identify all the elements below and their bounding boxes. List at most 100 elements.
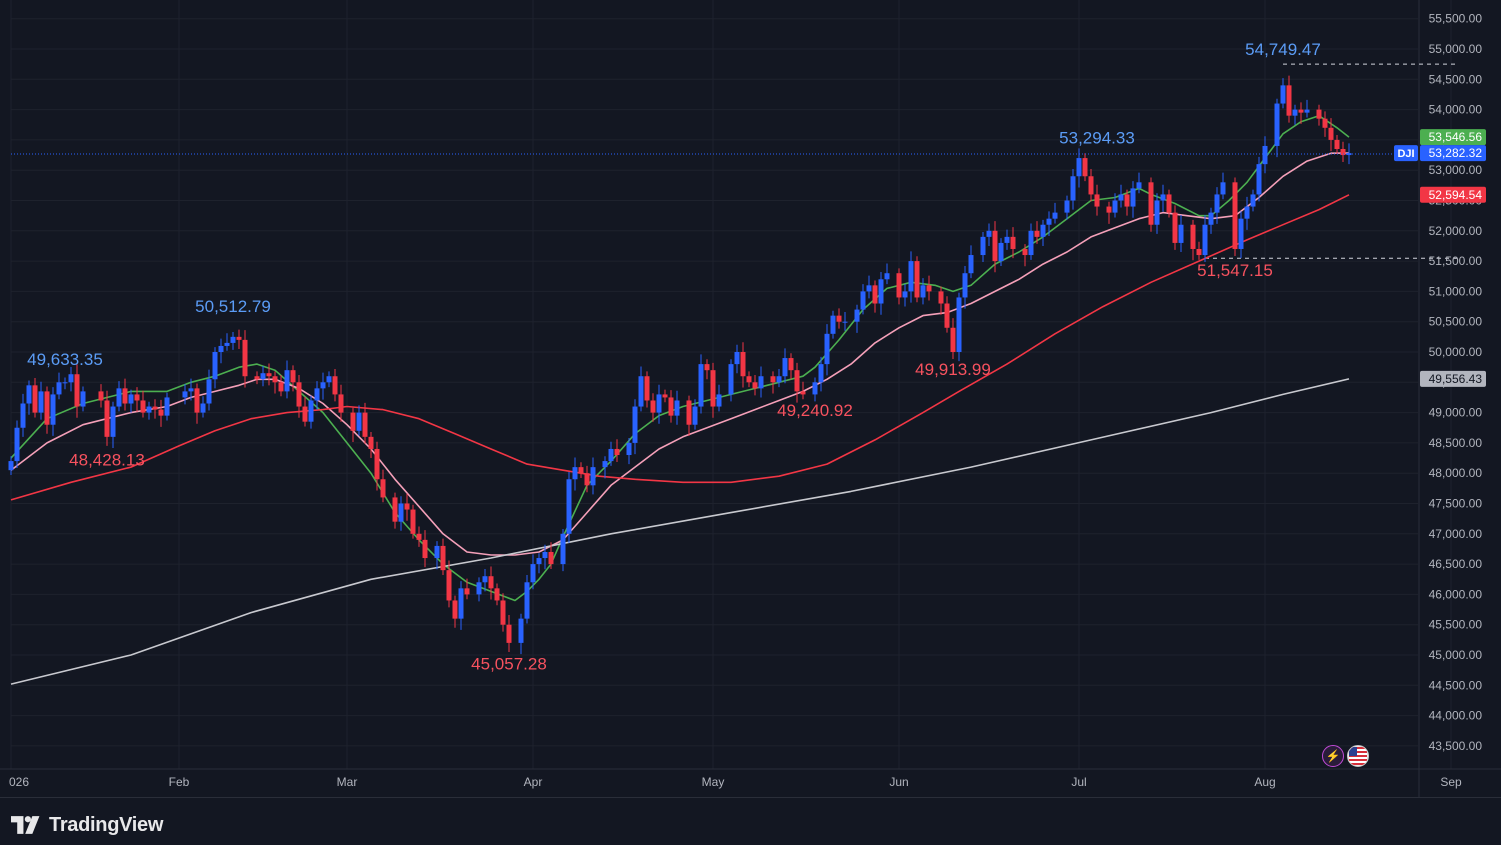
candle-body: [1232, 182, 1238, 249]
candle-body: [266, 373, 272, 377]
candle-body: [920, 285, 926, 298]
price-tag: [1420, 145, 1486, 162]
candle-body: [452, 600, 458, 619]
x-tick-label: Sep: [1440, 775, 1462, 789]
candle-body: [338, 394, 344, 413]
candle-body: [854, 309, 860, 322]
candle-body: [326, 376, 332, 383]
candle-body: [704, 364, 710, 371]
symbol-tag: [1394, 145, 1418, 162]
candle-body: [938, 291, 944, 304]
candle-body: [14, 427, 20, 462]
price-chart[interactable]: 49,633.35 48,428.13 50,512.79 45,057.28 49,2…: [0, 0, 1501, 797]
candle-body: [68, 374, 74, 383]
tradingview-logo[interactable]: TradingView: [11, 814, 163, 836]
candle-body: [662, 394, 668, 398]
candle-body: [416, 533, 422, 540]
candle-body: [158, 409, 164, 416]
candle-body: [752, 382, 758, 389]
candle-body: [110, 406, 116, 437]
annotation-low: 49,240.92: [777, 401, 853, 420]
candle-body: [464, 588, 470, 595]
candle-body: [410, 509, 416, 534]
candle-body: [1148, 182, 1154, 225]
x-tick-label: Aug: [1254, 775, 1275, 789]
candle-body: [422, 539, 428, 559]
lightning-icon[interactable]: ⚡: [1322, 745, 1344, 767]
y-tick-label: 44,500.00: [1429, 678, 1483, 692]
candle-body: [860, 291, 866, 310]
candle-body: [674, 400, 680, 416]
candle-body: [1076, 158, 1082, 177]
y-tick-label: 43,500.00: [1429, 739, 1483, 753]
candle-body: [986, 230, 992, 237]
candlesticks: [8, 75, 1352, 655]
y-tick-label: 52,000.00: [1429, 224, 1483, 238]
candle-body: [1154, 200, 1160, 225]
candle-body: [1172, 212, 1178, 243]
candle-body: [434, 545, 440, 559]
candle-body: [962, 273, 968, 298]
candle-body: [548, 551, 554, 565]
moving-average-line: [10, 378, 1350, 685]
candle-body: [878, 279, 884, 304]
us-flag-icon[interactable]: [1347, 745, 1369, 767]
candle-body: [1334, 139, 1340, 149]
candle-body: [1196, 248, 1202, 256]
candle-body: [824, 333, 830, 365]
candle-body: [398, 503, 404, 522]
y-tick-label: 47,500.00: [1429, 497, 1483, 511]
price-axis[interactable]: 55,500.00 55,000.00 54,500.00 54,000.00 53,5…: [1429, 12, 1483, 753]
candle-body: [812, 382, 818, 395]
price-tag: [1420, 186, 1486, 203]
candle-body: [230, 336, 236, 343]
candle-body: [530, 564, 536, 583]
x-tick-label: Jul: [1071, 775, 1086, 789]
candle-body: [1112, 200, 1118, 213]
candle-body: [668, 397, 674, 416]
candle-body: [1316, 109, 1322, 119]
annotation-high: 50,512.79: [195, 297, 271, 316]
candle-body: [872, 285, 878, 304]
annotation-high: 54,749.47: [1245, 40, 1321, 59]
candle-body: [788, 358, 794, 371]
candle-body: [800, 391, 806, 395]
candle-body: [356, 412, 362, 431]
candle-body: [578, 467, 584, 474]
candle-body: [1130, 188, 1136, 207]
candle-body: [1160, 194, 1166, 201]
candle-body: [1214, 194, 1220, 213]
price-tag-label: 52,594.54: [1429, 188, 1483, 202]
brand-name: TradingView: [49, 813, 164, 836]
x-tick-label: 026: [9, 775, 29, 789]
x-tick-label: Apr: [524, 775, 543, 789]
annotations: 49,633.35 48,428.13 50,512.79 45,057.28 49,2…: [27, 40, 1321, 673]
y-tick-label: 51,000.00: [1429, 284, 1483, 298]
candle-body: [404, 503, 410, 510]
candle-body: [98, 391, 104, 401]
candle-body: [686, 400, 692, 425]
candle-body: [944, 303, 950, 328]
candle-body: [128, 394, 134, 404]
candle-body: [1286, 85, 1292, 116]
candle-body: [818, 364, 824, 383]
candle-body: [368, 436, 374, 449]
candle-body: [1034, 230, 1040, 237]
candle-body: [746, 376, 752, 383]
candle-body: [188, 388, 194, 392]
candle-body: [458, 588, 464, 619]
time-axis[interactable]: 026 Feb Mar Apr May Jun Jul Aug Sep: [9, 775, 1462, 789]
x-tick-label: Feb: [169, 775, 190, 789]
candle-body: [482, 576, 488, 583]
price-tag-label: 53,282.32: [1429, 146, 1483, 160]
candle-body: [584, 473, 590, 486]
candle-body: [902, 291, 908, 298]
candle-body: [236, 336, 242, 340]
y-tick-label: 45,500.00: [1429, 618, 1483, 632]
tradingview-logo-icon: [11, 816, 40, 834]
candle-body: [284, 370, 290, 392]
candle-body: [440, 545, 446, 571]
y-tick-label: 50,000.00: [1429, 345, 1483, 359]
candle-body: [1244, 206, 1250, 219]
candle-body: [1322, 118, 1328, 128]
